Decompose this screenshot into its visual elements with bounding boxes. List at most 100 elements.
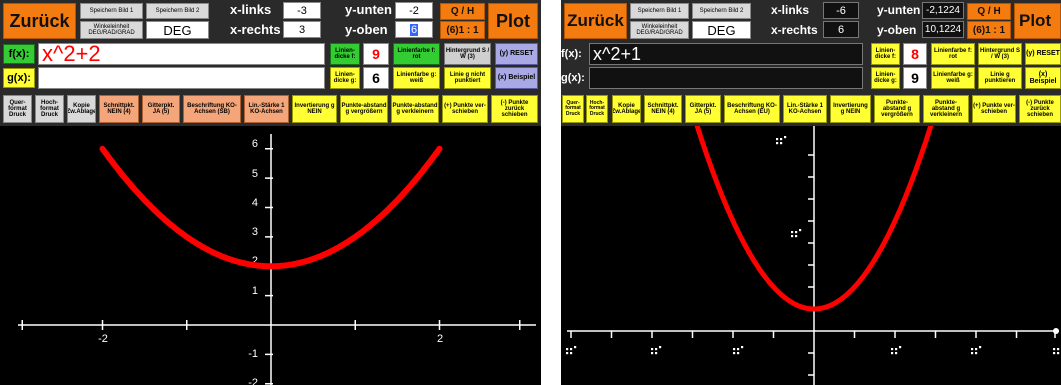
plot-button[interactable]: Plot (1014, 3, 1061, 39)
reset-button[interactable]: (y) RESET (1025, 43, 1061, 65)
portrait-print-button[interactable]: Hoch-format Druck (35, 95, 64, 123)
fx-input[interactable]: x^2+2 (38, 43, 325, 65)
line-color-g-button[interactable]: Linienfarbe g: weiß (393, 67, 440, 89)
braille-dot (795, 231, 798, 234)
line-color-f-button[interactable]: Linienfarbe f: rot (393, 43, 440, 65)
y-tick-label: 6 (252, 138, 258, 150)
intersection-button[interactable]: Schnittpkt. NEIN (4) (644, 95, 682, 123)
intersection-button[interactable]: Schnittpkt. NEIN (4) (99, 95, 139, 123)
point-spacing-decrease-button[interactable]: Punkte-abstand g verkleinern (391, 95, 439, 123)
braille-dot (570, 352, 573, 355)
save-image-1-button[interactable]: Speichern Bild 1 (630, 3, 689, 19)
dotted-line-g-button[interactable]: Linie g nicht punktiert (444, 67, 491, 89)
qh-button[interactable]: Q / H (967, 3, 1011, 20)
angle-unit-value: DEG (692, 21, 751, 39)
point-spacing-decrease-button[interactable]: Punkte-abstand g verkleinern (923, 95, 969, 123)
copy-clipboard-button[interactable]: Kopie Zw.Ablage (67, 95, 96, 123)
function-f-curve (694, 126, 934, 312)
angle-unit-value: DEG (146, 21, 209, 39)
axis-labels-button[interactable]: Beschriftung KO-Achsen (SB) (183, 95, 241, 123)
background-toggle-button[interactable]: Hintergrund S / W (3) (444, 43, 491, 65)
landscape-print-button[interactable]: Quer-format Druck (562, 95, 584, 123)
y-top-input[interactable]: 10,1224 (922, 21, 964, 38)
axis-line-width-button[interactable]: Lin.-Stärke 1 KO-Achsen (244, 95, 289, 123)
braille-dot (791, 235, 794, 238)
landscape-print-button[interactable]: Quer-format Druck (3, 95, 32, 123)
x-left-input[interactable]: -3 (283, 2, 321, 19)
braille-dot (1053, 348, 1056, 351)
braille-dot (971, 352, 974, 355)
grid-points-button[interactable]: Gitterpkt. JA (5) (685, 95, 721, 123)
gx-label: g(x): (561, 72, 585, 84)
x-right-label: x-rechts (771, 22, 818, 37)
y-top-input[interactable]: 6 (395, 21, 433, 38)
braille-dot (733, 348, 736, 351)
x-right-input[interactable]: 3 (283, 21, 321, 38)
y-bottom-label: y-unten (345, 2, 392, 17)
copy-clipboard-button[interactable]: Kopie Zw.Ablage (612, 95, 641, 123)
reset-button[interactable]: (y) RESET (495, 43, 538, 65)
shift-points-forward-button[interactable]: (+) Punkte ver-schieben (972, 95, 1016, 123)
portrait-print-button[interactable]: Hoch-format Druck (586, 95, 608, 123)
gx-input[interactable] (589, 67, 863, 89)
braille-dot (784, 136, 787, 139)
line-color-f-button[interactable]: Linienfarbe f: rot (931, 43, 975, 65)
braille-dot (971, 348, 974, 351)
left-calculator-panel: Zurück Speichern Bild 1 Speichern Bild 2… (0, 0, 541, 385)
axis-arrow-marker (1053, 328, 1059, 334)
braille-dot (891, 352, 894, 355)
save-image-2-button[interactable]: Speichern Bild 2 (146, 3, 209, 19)
qh-button[interactable]: Q / H (440, 3, 485, 20)
line-width-g-input[interactable]: 6 (363, 67, 389, 89)
graph-background (561, 126, 1061, 385)
braille-dot (651, 348, 654, 351)
ratio-button[interactable]: (6)1 : 1 (440, 21, 485, 39)
example-button[interactable]: (x) Beispiel (1025, 67, 1061, 89)
back-button[interactable]: Zurück (3, 3, 76, 39)
braille-dot (733, 352, 736, 355)
invert-g-button[interactable]: Invertierung g NEIN (830, 95, 871, 123)
braille-dot (741, 346, 744, 349)
y-bottom-input[interactable]: -2,1224 (922, 2, 964, 19)
line-width-f-input[interactable]: 9 (363, 43, 389, 65)
background-toggle-button[interactable]: Hintergrund S / W (3) (978, 43, 1022, 65)
y-bottom-input[interactable]: -2 (395, 2, 433, 19)
line-width-g-input[interactable]: 9 (903, 67, 927, 89)
graph-canvas[interactable] (561, 126, 1061, 385)
braille-dot (655, 348, 658, 351)
x-right-input[interactable]: 6 (823, 21, 859, 38)
save-image-2-button[interactable]: Speichern Bild 2 (692, 3, 751, 19)
angle-unit-button[interactable]: Winkeleinheit DEG/RAD/GRAD (80, 21, 143, 39)
save-image-1-button[interactable]: Speichern Bild 1 (80, 3, 143, 19)
gx-input[interactable] (38, 67, 325, 89)
grid-points-button[interactable]: Gitterpkt. JA (5) (142, 95, 180, 123)
x-left-label: x-links (771, 2, 810, 17)
y-tick-label: -1 (248, 348, 258, 360)
point-spacing-increase-button[interactable]: Punkte-abstand g vergrößern (340, 95, 388, 123)
y-top-value: 6 (409, 23, 419, 36)
ratio-button[interactable]: (6)1 : 1 (967, 21, 1011, 39)
x-left-input[interactable]: -6 (823, 2, 859, 19)
back-button[interactable]: Zurück (564, 3, 627, 39)
braille-dot (570, 348, 573, 351)
invert-g-button[interactable]: Invertierung g NEIN (292, 95, 337, 123)
angle-unit-button[interactable]: Winkeleinheit DEG/RAD/GRAD (630, 21, 689, 39)
graph-canvas[interactable]: -2 2 6 5 4 3 2 1 -1 -2 (0, 126, 541, 385)
braille-dot (895, 352, 898, 355)
gx-label: g(x): (3, 68, 35, 88)
shift-points-back-button[interactable]: (-) Punkte zurück schieben (1019, 95, 1061, 123)
shift-points-forward-button[interactable]: (+) Punkte ver-schieben (442, 95, 488, 123)
shift-points-back-button[interactable]: (-) Punkte zurück schieben (491, 95, 538, 123)
fx-input[interactable]: x^2+1 (589, 43, 863, 65)
point-spacing-increase-button[interactable]: Punkte-abstand g vergrößern (874, 95, 920, 123)
axis-labels-button[interactable]: Beschriftung KO-Achsen (EU) (724, 95, 780, 123)
example-button[interactable]: (x) Beispiel (495, 67, 538, 89)
dotted-line-g-button[interactable]: Linie g punktieren (978, 67, 1022, 89)
axis-line-width-button[interactable]: Lin.-Stärke 1 KO-Achsen (783, 95, 827, 123)
braille-dot (791, 231, 794, 234)
braille-dot (1057, 352, 1060, 355)
line-width-f-input[interactable]: 8 (903, 43, 927, 65)
line-color-g-button[interactable]: Linienfarbe g: weiß (931, 67, 975, 89)
plot-button[interactable]: Plot (488, 3, 538, 39)
line-width-f-label: Linien-dicke f: (871, 43, 900, 65)
